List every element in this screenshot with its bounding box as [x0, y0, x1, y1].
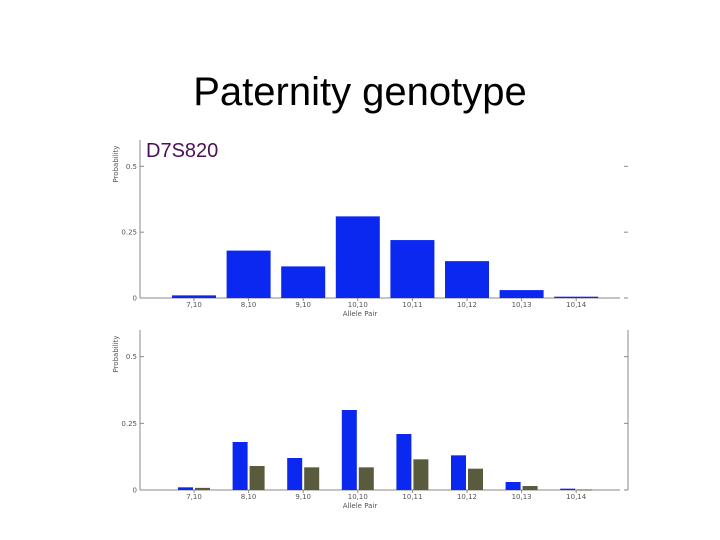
x-axis-title: Allele Pair: [343, 310, 378, 318]
bar-series-1: [505, 482, 521, 490]
y-tick-label: 0.5: [126, 163, 137, 171]
bar-series-2: [358, 467, 374, 490]
bar: [226, 250, 271, 298]
bar-series-1: [451, 455, 466, 490]
y-axis-title: Probability: [112, 335, 120, 372]
bar-series-2: [249, 466, 265, 490]
x-tick-label: 10,10: [348, 493, 368, 501]
chart-top-labels: 0 0.25 0.5 7,10 8,10 9,10 10,10 10,11 10,12 10,13…: [112, 145, 587, 318]
x-tick-label: 10,13: [512, 493, 532, 501]
y-tick-label: 0: [133, 487, 137, 495]
bar-series-1: [232, 442, 248, 490]
x-tick-label: 10,14: [566, 493, 587, 501]
bar-series-2: [413, 459, 429, 490]
y-tick-label: 0.5: [126, 353, 137, 361]
chart-bottom-axes: [139, 330, 629, 493]
bar: [554, 296, 599, 298]
slide-title: Paternity genotype: [193, 70, 527, 114]
x-tick-label: 10,14: [566, 301, 587, 309]
locus-label: D7S820: [146, 140, 219, 162]
x-tick-label: 8,10: [241, 301, 257, 309]
x-tick-label: 10,13: [512, 301, 532, 309]
bar-series-2: [522, 486, 538, 490]
chart-bottom-labels: 0 0.25 0.5 7,10 8,10 9,10 10,10 10,11 10,12 10,13…: [112, 335, 587, 510]
bar: [390, 240, 435, 298]
bar-series-2: [577, 489, 593, 491]
x-tick-label: 10,11: [402, 301, 422, 309]
bar-series-2: [304, 467, 320, 490]
x-tick-label: 7,10: [186, 301, 202, 309]
x-tick-label: 8,10: [241, 493, 257, 501]
chart-top-bars: [172, 216, 599, 298]
bar: [445, 261, 489, 298]
bar-series-1: [341, 410, 357, 490]
bar-series-2: [468, 468, 483, 490]
x-tick-label: 10,10: [348, 301, 368, 309]
bar-series-1: [178, 487, 193, 490]
x-axis-title: Allele Pair: [343, 502, 378, 510]
bar: [499, 290, 544, 298]
bar-series-1: [287, 458, 303, 490]
bar: [281, 266, 326, 298]
bar-series-1: [560, 488, 576, 490]
chart-bottom-bars: [178, 410, 593, 491]
bar-series-2: [195, 487, 210, 490]
y-axis-title: Probability: [112, 145, 120, 182]
y-tick-label: 0: [133, 295, 137, 303]
x-tick-label: 7,10: [186, 493, 202, 501]
bar: [172, 295, 216, 298]
bar-series-1: [396, 434, 412, 490]
x-tick-label: 10,12: [457, 493, 477, 501]
x-tick-label: 10,12: [457, 301, 477, 309]
y-tick-label: 0.25: [121, 420, 137, 428]
x-tick-label: 10,11: [402, 493, 422, 501]
y-tick-label: 0.25: [121, 229, 137, 237]
x-tick-label: 9,10: [295, 493, 311, 501]
bar: [335, 216, 380, 298]
x-tick-label: 9,10: [295, 301, 311, 309]
